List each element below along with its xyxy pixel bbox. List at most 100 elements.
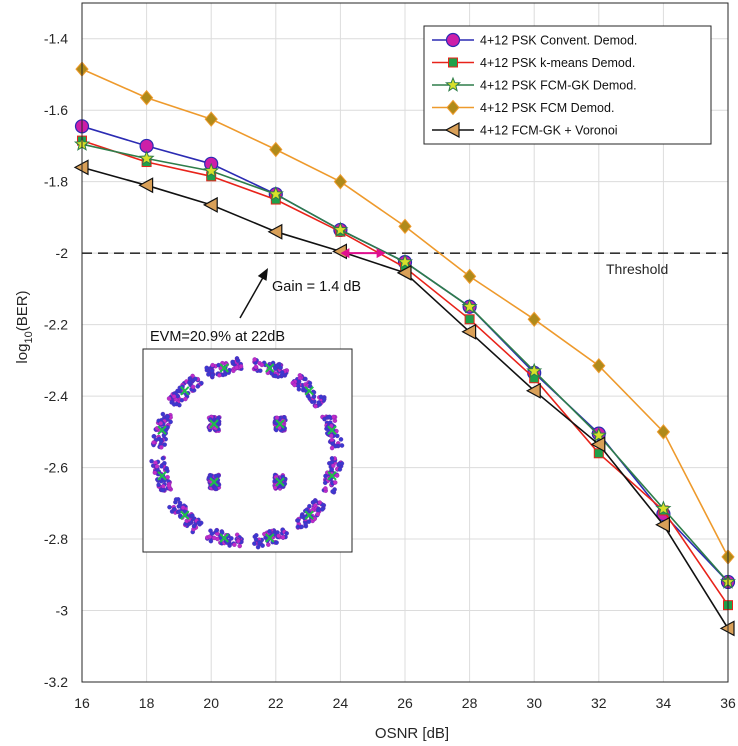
constellation-point (318, 394, 324, 400)
centroid-stroke (304, 510, 314, 520)
legend-swatch-marker (448, 57, 458, 68)
centroid-stroke (209, 419, 219, 429)
constellation-point (335, 433, 340, 439)
data-point (527, 311, 541, 328)
constellation-point (322, 480, 328, 486)
x-tick-label: 30 (526, 695, 542, 711)
constellation-point (299, 514, 305, 519)
constellation-point (196, 520, 201, 526)
constellation-point (162, 460, 167, 466)
constellation-point (236, 538, 241, 544)
centroid-stroke (180, 510, 190, 520)
constellation-point (296, 387, 302, 392)
constellation-point (280, 535, 286, 540)
legend-item: 4+12 PSK FCM-GK Demod. (432, 76, 637, 93)
centroid-marker (275, 419, 285, 429)
constellation-point (252, 357, 257, 362)
constellation-point (235, 358, 241, 363)
constellation-inset (142, 348, 353, 553)
centroid-marker (209, 477, 219, 487)
constellation-point (151, 440, 156, 445)
legend-swatch-marker (445, 32, 461, 48)
constellation-point (158, 421, 164, 426)
constellation-point (272, 485, 278, 490)
x-axis-title: OSNR [dB] (375, 725, 449, 742)
centroid-marker (219, 363, 229, 373)
data-point (398, 218, 412, 235)
centroid-marker (219, 533, 229, 543)
data-point (655, 516, 671, 533)
gain-pointer-arrowhead (257, 268, 268, 281)
constellation-point (151, 434, 157, 439)
constellation-point (165, 474, 170, 480)
constellation-point (183, 396, 188, 402)
x-tick-label: 18 (139, 695, 155, 711)
constellation-point (260, 543, 265, 548)
data-point (204, 111, 218, 127)
legend-swatch-marker (444, 121, 460, 139)
data-point (461, 323, 477, 340)
data-point (592, 357, 606, 374)
centroid-stroke (219, 533, 229, 543)
centroid-stroke (209, 477, 219, 487)
centroid-marker (157, 425, 167, 435)
centroid-stroke (219, 363, 229, 373)
constellation-point (187, 380, 192, 385)
constellation-point (276, 533, 281, 539)
constellation-point (303, 376, 308, 382)
data-point (526, 362, 543, 378)
constellation-point (166, 396, 172, 401)
legend-swatch-marker (446, 99, 460, 116)
constellation-point (171, 402, 177, 407)
constellation-point (160, 456, 166, 461)
legend-label: 4+12 PSK k-means Demod. (480, 56, 635, 70)
constellation-point (253, 537, 259, 542)
constellation-point (323, 473, 328, 479)
constellation-point (190, 513, 195, 518)
data-point (655, 500, 672, 516)
y-axis-title-tail: (BER) (14, 290, 31, 331)
legend-label: 4+12 PSK FCM Demod. (480, 101, 614, 115)
constellation-point (331, 414, 336, 420)
constellation-point (152, 470, 158, 475)
y-tick-label: -2.8 (44, 531, 68, 547)
data-point (333, 173, 348, 190)
y-tick-label: -2.6 (44, 460, 68, 476)
data-point (267, 223, 283, 240)
legend-item: 4+12 FCM-GK + Voronoi (432, 121, 618, 139)
x-tick-label: 24 (333, 695, 349, 711)
constellation-point (274, 540, 279, 545)
legend-swatch-marker (444, 76, 462, 92)
constellation-point (334, 473, 340, 478)
y-tick-label: -2 (56, 245, 69, 261)
constellation-point (213, 473, 219, 479)
legend-item: 4+12 PSK FCM Demod. (432, 99, 614, 116)
x-tick-label: 20 (203, 695, 219, 711)
constellation-point (299, 524, 304, 530)
data-point (203, 162, 220, 178)
constellation-point (154, 464, 160, 469)
centroid-stroke (157, 471, 167, 481)
constellation-point (329, 433, 334, 438)
data-point (138, 150, 155, 166)
constellation-point (313, 498, 318, 504)
constellation-point (329, 456, 335, 461)
gain-pointer-arrow (239, 273, 266, 319)
constellation-point (171, 394, 177, 399)
constellation-point (213, 486, 219, 492)
legend: 4+12 PSK Convent. Demod. 4+12 PSK k-means… (423, 25, 712, 145)
y-tick-label: -1.8 (44, 174, 68, 190)
centroid-stroke (327, 425, 337, 435)
constellation-point (284, 531, 289, 536)
centroid-marker (327, 471, 337, 481)
constellation-point (274, 415, 280, 421)
constellation-point (307, 503, 312, 509)
constellation-point (327, 414, 332, 420)
constellation-point (214, 528, 219, 533)
constellation-point (317, 500, 323, 505)
constellation-point (160, 487, 166, 493)
data-point (461, 298, 478, 314)
data-point (525, 382, 541, 399)
threshold-label: Threshold (606, 261, 668, 277)
